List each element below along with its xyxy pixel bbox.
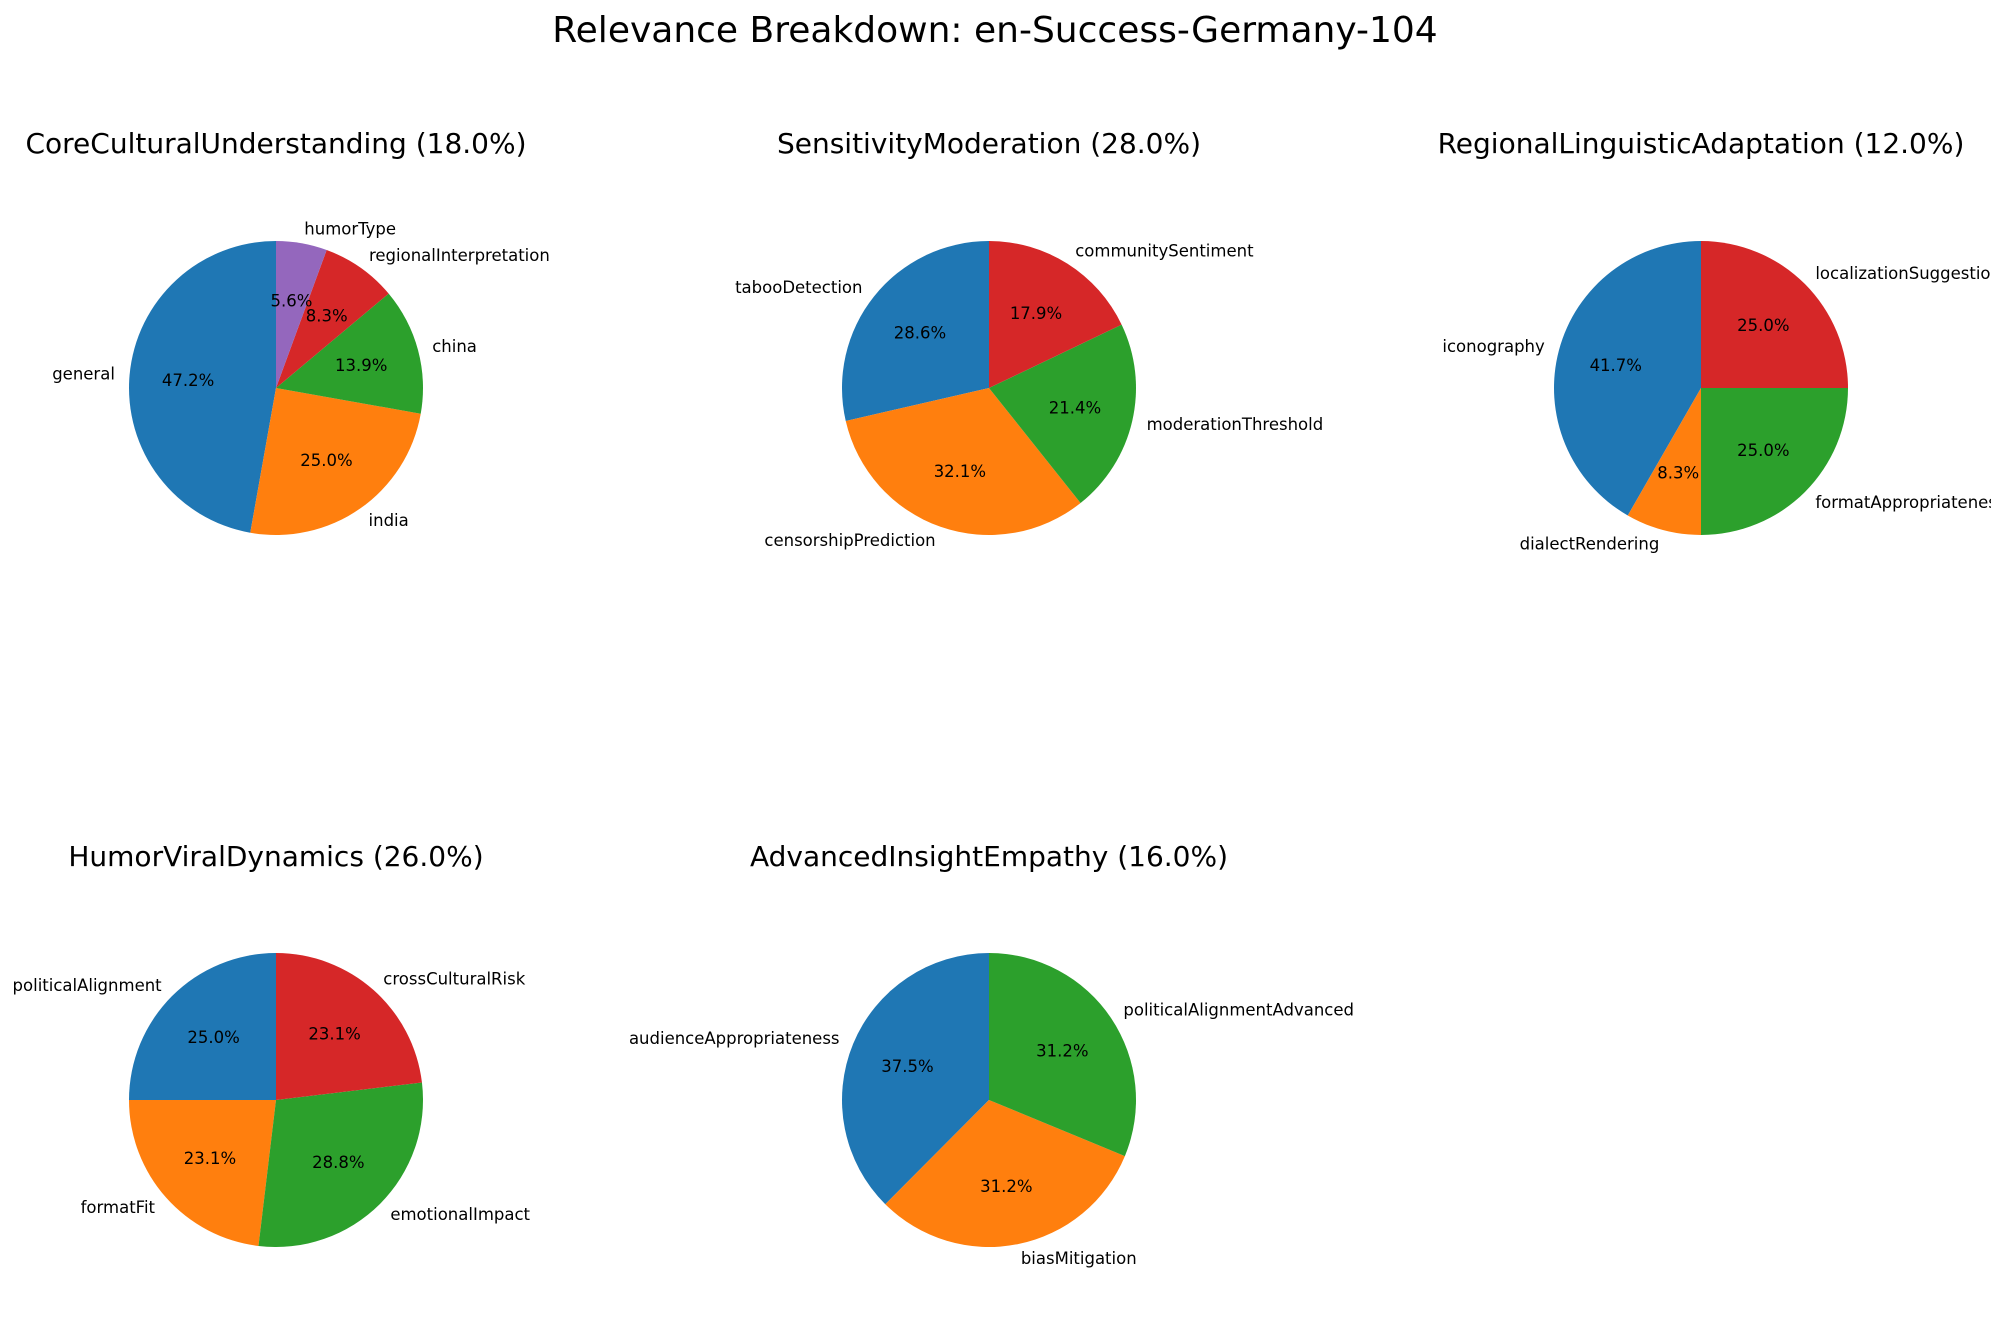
slice-label: humorType bbox=[304, 219, 396, 238]
pie-slice-regional-interpretation bbox=[276, 250, 389, 388]
slice-percent-label: 25.0% bbox=[1737, 316, 1789, 335]
pie-title: CoreCulturalUnderstanding (18.0%) bbox=[25, 127, 526, 160]
pie-slice-taboo-detection bbox=[841, 241, 989, 421]
pie-slice-china bbox=[276, 293, 423, 414]
pie-slice-political-alignment-advanced bbox=[989, 953, 1137, 1157]
slice-label: formatAppropriateness bbox=[1815, 493, 1991, 512]
pie-slice-format-appropriateness bbox=[1701, 388, 1848, 535]
pie-slice-humor-type bbox=[276, 241, 327, 388]
pie-slice-india bbox=[250, 388, 421, 535]
slice-label: general bbox=[52, 364, 115, 383]
pie-title: AdvancedInsightEmpathy (16.0%) bbox=[750, 840, 1228, 873]
slice-label: politicalAlignmentAdvanced bbox=[1123, 1001, 1354, 1020]
slice-label: audienceAppropriateness bbox=[629, 1029, 840, 1048]
slice-label: localizationSuggestion bbox=[1815, 264, 1991, 283]
slice-label: tabooDetection bbox=[735, 278, 862, 297]
pie-slice-emotional-impact bbox=[258, 1082, 423, 1247]
slice-label: censorshipPrediction bbox=[764, 531, 935, 550]
pie-slice-moderation-threshold bbox=[989, 324, 1136, 504]
slice-label: emotionalImpact bbox=[390, 1205, 530, 1224]
pie-slice-localization-suggestion bbox=[1701, 241, 1848, 388]
slice-label: india bbox=[369, 511, 409, 530]
pie-regional-linguistic-adaptation: RegionalLinguisticAdaptation (12.0%) icon… bbox=[1438, 127, 1991, 554]
slice-percent-label: 32.1% bbox=[934, 462, 986, 481]
slice-percent-label: 25.0% bbox=[1737, 441, 1789, 460]
slice-label: iconography bbox=[1442, 337, 1545, 356]
pie-slice-cross-cultural-risk bbox=[276, 953, 422, 1100]
slice-label: communitySentiment bbox=[1075, 242, 1254, 261]
pie-core-cultural-understanding: CoreCulturalUnderstanding (18.0%) general… bbox=[25, 127, 550, 535]
figure-title: Relevance Breakdown: en-Success-Germany-… bbox=[552, 10, 1437, 51]
slice-percent-label: 17.9% bbox=[1010, 304, 1062, 323]
pie-title: RegionalLinguisticAdaptation (12.0%) bbox=[1438, 127, 1965, 160]
pie-slice-iconography bbox=[1554, 241, 1701, 516]
slice-label: formatFit bbox=[81, 1198, 156, 1217]
pie-humor-viral-dynamics: HumorViralDynamics (26.0%) politicalAlign… bbox=[13, 840, 531, 1247]
slice-label: regionalInterpretation bbox=[369, 246, 550, 265]
slice-label: biasMitigation bbox=[1021, 1249, 1137, 1268]
pie-slice-community-sentiment bbox=[989, 241, 1122, 388]
slice-percent-label: 8.3% bbox=[306, 306, 348, 325]
slice-label: moderationThreshold bbox=[1147, 415, 1324, 434]
slice-percent-label: 13.9% bbox=[335, 356, 387, 375]
slice-label: crossCulturalRisk bbox=[383, 970, 525, 989]
slice-label: politicalAlignment bbox=[13, 976, 163, 995]
pie-charts: CoreCulturalUnderstanding (18.0%) general… bbox=[13, 127, 1991, 1268]
slice-label: china bbox=[432, 337, 477, 356]
slice-percent-label: 31.2% bbox=[980, 1177, 1032, 1196]
pie-slice-bias-mitigation bbox=[885, 1100, 1125, 1248]
slice-percent-label: 23.1% bbox=[308, 1025, 360, 1044]
pie-title: HumorViralDynamics (26.0%) bbox=[68, 840, 483, 873]
pie-slice-audience-appropriateness bbox=[841, 953, 989, 1205]
slice-percent-label: 41.7% bbox=[1590, 356, 1642, 375]
slice-percent-label: 25.0% bbox=[300, 451, 352, 470]
slice-percent-label: 25.0% bbox=[187, 1028, 239, 1047]
slice-percent-label: 31.2% bbox=[1036, 1041, 1088, 1060]
pie-advanced-insight-empathy: AdvancedInsightEmpathy (16.0%) audienceAp… bbox=[629, 840, 1354, 1268]
pie-slice-format-fit bbox=[129, 1100, 276, 1246]
pie-slice-general bbox=[129, 241, 276, 533]
slice-percent-label: 23.1% bbox=[184, 1149, 236, 1168]
slice-percent-label: 28.8% bbox=[312, 1153, 364, 1172]
slice-percent-label: 21.4% bbox=[1049, 398, 1101, 417]
pie-slice-political-alignment bbox=[129, 953, 276, 1100]
slice-label: dialectRendering bbox=[1520, 535, 1660, 554]
slice-percent-label: 47.2% bbox=[162, 371, 214, 390]
pie-sensitivity-moderation: SensitivityModeration (28.0%) tabooDetect… bbox=[735, 127, 1323, 550]
slice-percent-label: 28.6% bbox=[894, 324, 946, 343]
slice-percent-label: 37.5% bbox=[881, 1057, 933, 1076]
pie-slice-dialect-rendering bbox=[1627, 388, 1701, 535]
slice-percent-label: 5.6% bbox=[270, 292, 312, 311]
slice-percent-label: 8.3% bbox=[1657, 464, 1699, 483]
pie-title: SensitivityModeration (28.0%) bbox=[777, 127, 1201, 160]
pie-slice-censorship-prediction bbox=[845, 388, 1081, 536]
